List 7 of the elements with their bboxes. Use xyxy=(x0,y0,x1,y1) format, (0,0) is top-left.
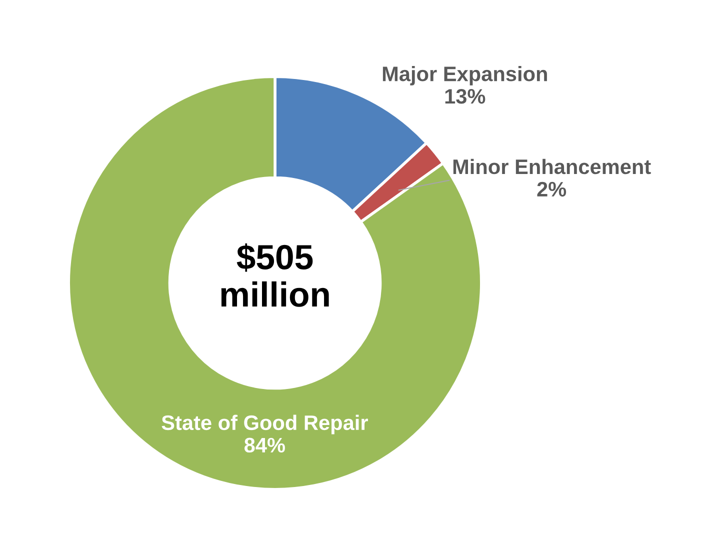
text: $505 million xyxy=(221,243,329,307)
data-label: 84% xyxy=(244,438,285,453)
data-label: 13% xyxy=(445,88,486,104)
data-label: 2% xyxy=(537,182,566,197)
slice-label: State of Good Repair xyxy=(162,414,368,434)
slice-label: Minor Enhancement xyxy=(453,158,651,174)
slice-label: Major Expansion xyxy=(382,66,547,86)
